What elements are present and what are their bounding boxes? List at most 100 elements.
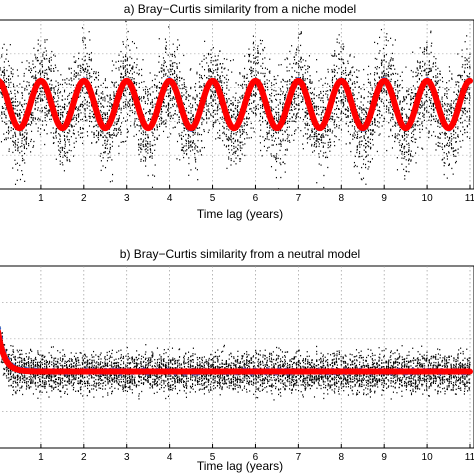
scatter-point [406, 170, 408, 173]
scatter-point [320, 119, 323, 122]
scatter-point [89, 112, 91, 115]
scatter-point [190, 86, 192, 89]
scatter-point [212, 64, 214, 66]
scatter-point [59, 117, 61, 119]
scatter-point [404, 175, 406, 177]
scatter-point [309, 118, 311, 121]
scatter-point [284, 122, 286, 125]
scatter-point [380, 59, 383, 61]
scatter-point [212, 85, 214, 87]
scatter-point [107, 157, 109, 159]
scatter-point [17, 101, 19, 103]
scatter-point [302, 108, 304, 111]
scatter-point [17, 113, 19, 115]
scatter-point [223, 133, 225, 135]
scatter-point [270, 99, 272, 102]
scatter-point [378, 66, 380, 69]
scatter-point [141, 68, 143, 71]
scatter-point [239, 142, 241, 144]
scatter-point [54, 92, 56, 94]
scatter-point [148, 118, 150, 120]
scatter-point [304, 116, 306, 118]
scatter-point [14, 146, 16, 148]
scatter-point [315, 132, 317, 135]
scatter-point [240, 158, 242, 160]
scatter-point [48, 111, 50, 113]
scatter-point [61, 149, 63, 151]
scatter-point [361, 112, 363, 114]
scatter-point [356, 81, 358, 83]
scatter-point [273, 132, 275, 135]
scatter-point [248, 118, 250, 120]
scatter-point [253, 107, 255, 109]
scatter-point [113, 132, 115, 134]
scatter-point [282, 78, 284, 81]
scatter-point [354, 86, 356, 88]
scatter-point [160, 67, 162, 69]
scatter-point [320, 106, 322, 108]
scatter-point [385, 111, 387, 113]
scatter-point [102, 132, 104, 134]
scatter-point [129, 105, 131, 107]
scatter-point [43, 129, 45, 131]
scatter-point [163, 75, 165, 77]
scatter-point [331, 132, 333, 134]
scatter-point [338, 116, 340, 119]
scatter-point [113, 91, 115, 93]
scatter-point [338, 92, 340, 94]
scatter-point [150, 103, 152, 105]
scatter-point [85, 116, 87, 118]
scatter-point [160, 116, 162, 119]
scatter-point [388, 135, 390, 138]
scatter-point [263, 139, 266, 142]
scatter-point [34, 54, 36, 56]
scatter-point [124, 95, 126, 97]
scatter-point [394, 84, 396, 86]
scatter-point [318, 94, 320, 96]
scatter-point [187, 130, 189, 132]
scatter-point [334, 144, 336, 147]
scatter-point [75, 108, 77, 110]
scatter-point [386, 108, 388, 110]
scatter-point [288, 139, 290, 142]
scatter-point [421, 105, 423, 107]
scatter-point [156, 85, 158, 87]
scatter-point [376, 82, 378, 84]
scatter-point [104, 134, 106, 137]
scatter-point [293, 95, 295, 98]
scatter-point [34, 118, 37, 120]
scatter-point [323, 152, 325, 154]
scatter-point [73, 142, 75, 144]
scatter-point [113, 129, 115, 132]
scatter-point [133, 122, 135, 124]
scatter-point [71, 80, 73, 82]
scatter-point [250, 73, 252, 75]
scatter-point [363, 88, 365, 91]
scatter-point [59, 160, 61, 162]
scatter-point [365, 107, 367, 109]
scatter-point [75, 140, 77, 143]
scatter-point [257, 52, 259, 54]
scatter-point [237, 114, 239, 116]
scatter-point [114, 122, 116, 124]
scatter-point [100, 111, 102, 113]
scatter-point [282, 85, 284, 88]
scatter-point [196, 73, 198, 75]
scatter-point [374, 119, 376, 121]
scatter-point [361, 166, 363, 169]
scatter-point [329, 128, 331, 130]
scatter-point [264, 119, 266, 122]
scatter-point [279, 101, 281, 103]
scatter-point [237, 99, 239, 102]
scatter-point [367, 140, 369, 143]
scatter-point [41, 109, 43, 112]
scatter-point [419, 118, 421, 120]
scatter-point [275, 112, 277, 114]
scatter-point [322, 155, 324, 157]
scatter-point [181, 77, 183, 79]
scatter-point [230, 164, 232, 166]
scatter-point [259, 39, 261, 42]
scatter-point [138, 98, 140, 100]
scatter-point [374, 124, 376, 126]
scatter-point [35, 74, 37, 76]
